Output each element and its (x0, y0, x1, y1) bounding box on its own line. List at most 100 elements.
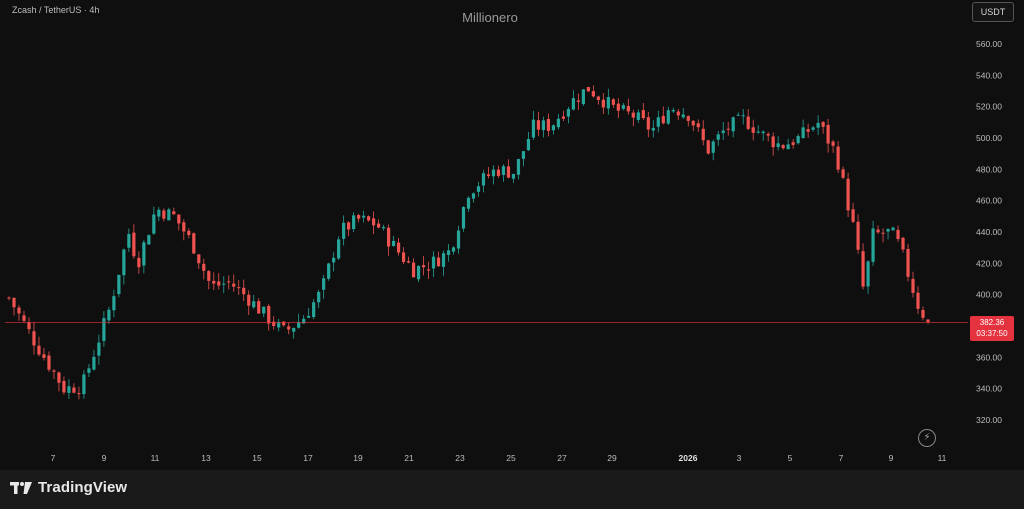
candle-body[interactable] (107, 309, 111, 321)
candle-body[interactable] (431, 256, 436, 269)
candle-body[interactable] (337, 239, 341, 259)
candle-body[interactable] (132, 232, 136, 257)
candle-body[interactable] (731, 117, 735, 132)
candle-body[interactable] (661, 115, 665, 124)
candle-body[interactable] (751, 127, 755, 133)
candle-body[interactable] (27, 322, 31, 330)
candle-body[interactable] (491, 169, 496, 177)
candle-body[interactable] (891, 227, 895, 231)
candle-body[interactable] (586, 87, 590, 92)
candle-body[interactable] (82, 374, 86, 395)
candle-body[interactable] (696, 123, 700, 128)
candle-body[interactable] (262, 306, 266, 314)
candle-body[interactable] (172, 211, 176, 215)
candle-body[interactable] (521, 151, 526, 159)
candle-body[interactable] (906, 248, 910, 277)
candle-body[interactable] (112, 296, 116, 311)
candle-body[interactable] (641, 110, 645, 119)
candle-body[interactable] (381, 227, 386, 229)
currency-button[interactable]: USDT (972, 2, 1014, 22)
candle-body[interactable] (566, 109, 570, 117)
candle-body[interactable] (876, 229, 880, 233)
candle-body[interactable] (736, 114, 740, 116)
candle-body[interactable] (616, 103, 620, 111)
candle-body[interactable] (162, 210, 166, 219)
candle-body[interactable] (531, 119, 536, 138)
candle-body[interactable] (691, 120, 695, 126)
candle-body[interactable] (621, 105, 625, 109)
candle-body[interactable] (571, 98, 575, 110)
candle-body[interactable] (546, 118, 551, 131)
candle-body[interactable] (317, 291, 321, 303)
candle-body[interactable] (711, 141, 715, 153)
candle-body[interactable] (391, 240, 396, 246)
candle-body[interactable] (506, 166, 511, 178)
candle-body[interactable] (911, 278, 915, 293)
candle-body[interactable] (841, 169, 845, 178)
candle-body[interactable] (636, 112, 640, 120)
candle-body[interactable] (916, 292, 920, 309)
candle-body[interactable] (601, 99, 605, 108)
candle-body[interactable] (212, 280, 216, 284)
candle-body[interactable] (706, 140, 710, 154)
chart-area[interactable]: 560.00 540.00 520.00 500.00 480.00 460.00 440.… (0, 0, 1024, 470)
candle-body[interactable] (766, 133, 770, 136)
candle-body[interactable] (476, 186, 481, 192)
candle-body[interactable] (187, 230, 191, 236)
candle-body[interactable] (312, 302, 316, 317)
candle-body[interactable] (411, 262, 416, 278)
candle-body[interactable] (816, 122, 820, 128)
candle-body[interactable] (821, 121, 825, 127)
candle-body[interactable] (806, 129, 810, 132)
candle-body[interactable] (37, 345, 41, 355)
candle-body[interactable] (247, 294, 251, 306)
candle-body[interactable] (856, 221, 860, 250)
candle-body[interactable] (232, 283, 236, 287)
candle-body[interactable] (686, 116, 690, 121)
candle-body[interactable] (741, 115, 745, 117)
candle-body[interactable] (436, 257, 441, 267)
candle-body[interactable] (556, 118, 561, 128)
price-axis[interactable]: 560.00 540.00 520.00 500.00 480.00 460.00 440.… (976, 39, 1002, 425)
candle-body[interactable] (801, 127, 805, 139)
candle-body[interactable] (157, 209, 161, 217)
candle-body[interactable] (102, 318, 106, 341)
candle-body[interactable] (421, 265, 426, 268)
candle-body[interactable] (197, 254, 201, 264)
candle-body[interactable] (282, 321, 286, 326)
candle-body[interactable] (77, 393, 81, 395)
candle-body[interactable] (362, 215, 366, 218)
candle-body[interactable] (406, 261, 411, 263)
candle-body[interactable] (7, 297, 11, 299)
candle-body[interactable] (87, 368, 91, 373)
candle-body[interactable] (441, 253, 446, 267)
candle-body[interactable] (851, 209, 855, 222)
candle-body[interactable] (17, 307, 21, 314)
candle-body[interactable] (332, 257, 336, 263)
candle-body[interactable] (372, 218, 376, 226)
candle-body[interactable] (471, 193, 476, 199)
candle-body[interactable] (896, 229, 900, 240)
candle-body[interactable] (22, 315, 26, 321)
candle-body[interactable] (367, 216, 371, 221)
candle-body[interactable] (921, 310, 925, 318)
candle-body[interactable] (861, 251, 865, 287)
candle-body[interactable] (451, 247, 456, 252)
candle-body[interactable] (342, 222, 346, 239)
candle-body[interactable] (396, 242, 401, 253)
candle-body[interactable] (701, 128, 705, 141)
candle-body[interactable] (796, 136, 800, 144)
candle-body[interactable] (676, 111, 680, 116)
candle-body[interactable] (97, 342, 101, 356)
candle-body[interactable] (297, 322, 301, 328)
candle-body[interactable] (12, 297, 16, 308)
candle-body[interactable] (746, 116, 750, 129)
candle-body[interactable] (401, 252, 406, 262)
candle-body[interactable] (756, 131, 760, 133)
candle-body[interactable] (551, 125, 556, 131)
candle-body[interactable] (202, 263, 206, 271)
candle-body[interactable] (42, 354, 46, 358)
candle-body[interactable] (267, 306, 271, 324)
candle-body[interactable] (227, 281, 231, 283)
candle-body[interactable] (866, 261, 870, 287)
